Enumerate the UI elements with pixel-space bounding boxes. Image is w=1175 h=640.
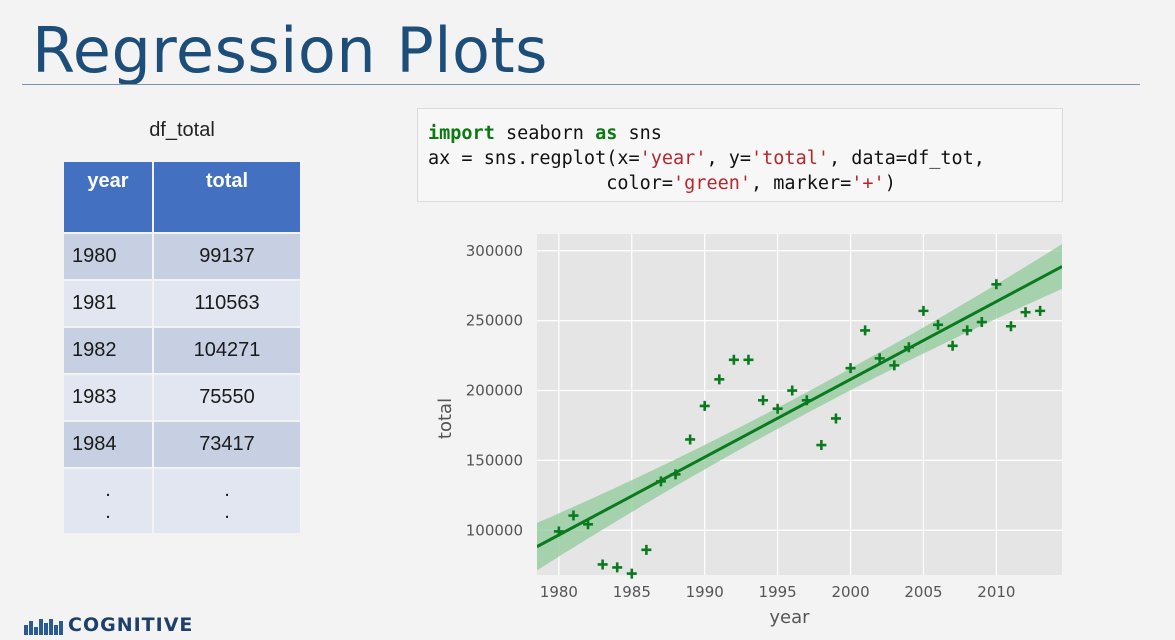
cognitive-logo: COGNITIVE: [24, 615, 193, 635]
data-point-marker: [1005, 321, 1016, 332]
data-point-marker: [612, 562, 623, 573]
data-point-marker: [699, 400, 710, 411]
year-cell: 1981: [62, 279, 154, 328]
code-token: ): [884, 173, 896, 194]
regression-chart-svg: 1980 1985 1990 1995 2000 2005 2010 100000 150000…: [435, 234, 1062, 628]
year-cell: 1983: [62, 373, 154, 422]
data-point-marker: [933, 319, 944, 330]
data-point-marker: [889, 360, 900, 371]
table-ellipsis-row: .. ..: [62, 467, 302, 535]
data-point-marker: [568, 510, 579, 521]
logo-mark-icon: [24, 619, 63, 635]
data-point-marker: [947, 340, 958, 351]
code-string: 'total': [751, 148, 829, 169]
regression-line: [537, 265, 1062, 548]
data-point-marker: [991, 279, 1002, 290]
table-row: 1980 99137: [62, 232, 302, 281]
data-point-marker: [743, 354, 754, 365]
code-token: color=: [428, 173, 674, 194]
ellipsis-cell: ..: [152, 467, 302, 535]
y-axis-label: total: [435, 398, 456, 439]
code-string: 'green': [673, 173, 752, 194]
data-point-marker: [583, 519, 594, 530]
data-point-marker: [903, 342, 914, 353]
code-string: 'year': [639, 148, 707, 169]
data-point-marker: [597, 559, 608, 570]
x-tick-label: 2010: [977, 583, 1015, 601]
data-point-marker: [641, 544, 652, 555]
header-total: total: [152, 160, 302, 234]
ellipsis-cell: ..: [62, 467, 154, 535]
code-token: seaborn: [494, 123, 596, 144]
data-point-marker: [758, 395, 769, 406]
regression-chart: 1980 1985 1990 1995 2000 2005 2010 100000 150000…: [425, 225, 1070, 635]
code-token: , marker=: [751, 173, 852, 194]
table-caption: df_total: [149, 119, 215, 141]
code-keyword: as: [595, 123, 618, 144]
y-tick-label: 250000: [466, 312, 523, 330]
data-point-marker: [772, 403, 783, 414]
x-tick-label: 1995: [759, 583, 797, 601]
df-total-table: year total 1980 99137 1981 110563 1982 1…: [62, 160, 302, 535]
x-axis-label: year: [769, 607, 810, 628]
data-point-marker: [626, 568, 637, 579]
data-point-marker: [685, 434, 696, 445]
ellipsis-dot: .: [105, 479, 111, 501]
x-tick-label: 1990: [686, 583, 724, 601]
total-cell: 73417: [152, 420, 302, 469]
x-tick-label: 1980: [540, 583, 578, 601]
table-row: 1984 73417: [62, 420, 302, 469]
total-cell: 99137: [152, 232, 302, 281]
x-tick-label: 2005: [904, 583, 942, 601]
year-cell: 1984: [62, 420, 154, 469]
total-cell: 104271: [152, 326, 302, 375]
data-point-marker: [714, 374, 725, 385]
ellipsis-dot: .: [105, 501, 111, 523]
year-cell: 1980: [62, 232, 154, 281]
total-cell: 110563: [152, 279, 302, 328]
ellipsis-dot: .: [224, 501, 230, 523]
table-row: 1983 75550: [62, 373, 302, 422]
slide-title: Regression Plots: [32, 14, 548, 87]
code-keyword: import: [428, 123, 495, 144]
data-point-marker: [830, 413, 841, 424]
table-header-row: year total: [62, 160, 302, 234]
ellipsis-dot: .: [224, 479, 230, 501]
data-point-marker: [801, 395, 812, 406]
data-point-marker: [655, 476, 666, 487]
data-point-marker: [787, 385, 798, 396]
data-point-marker: [670, 469, 681, 480]
data-point-marker: [874, 353, 885, 364]
table-row: 1981 110563: [62, 279, 302, 328]
data-point-marker: [845, 363, 856, 374]
x-tick-label: 2000: [831, 583, 869, 601]
y-tick-label: 200000: [466, 382, 523, 400]
code-text: import seaborn as sns ax = sns.regplot(x…: [428, 121, 1052, 196]
data-point-marker: [1035, 305, 1046, 316]
code-token: , y=: [706, 148, 752, 169]
code-token: , data=df_tot,: [828, 148, 985, 169]
data-point-marker: [976, 317, 987, 328]
title-divider: [22, 84, 1140, 85]
year-cell: 1982: [62, 326, 154, 375]
logo-text: COGNITIVE: [68, 615, 194, 635]
code-string: '+': [851, 173, 885, 194]
data-point-marker: [1020, 307, 1031, 318]
y-tick-label: 150000: [466, 451, 523, 469]
y-tick-label: 100000: [466, 521, 523, 539]
data-point-marker: [553, 526, 564, 537]
x-tick-label: 1985: [613, 583, 651, 601]
data-point-marker: [918, 305, 929, 316]
data-point-marker: [816, 440, 827, 451]
data-point-marker: [860, 325, 871, 336]
total-cell: 75550: [152, 373, 302, 422]
table-row: 1982 104271: [62, 326, 302, 375]
header-year: year: [62, 160, 154, 234]
code-token: ax = sns.regplot(x=: [428, 148, 640, 169]
data-point-marker: [728, 354, 739, 365]
code-token: sns: [617, 123, 662, 144]
data-point-marker: [962, 325, 973, 336]
y-tick-label: 300000: [466, 242, 523, 260]
code-block: import seaborn as sns ax = sns.regplot(x…: [417, 108, 1063, 202]
